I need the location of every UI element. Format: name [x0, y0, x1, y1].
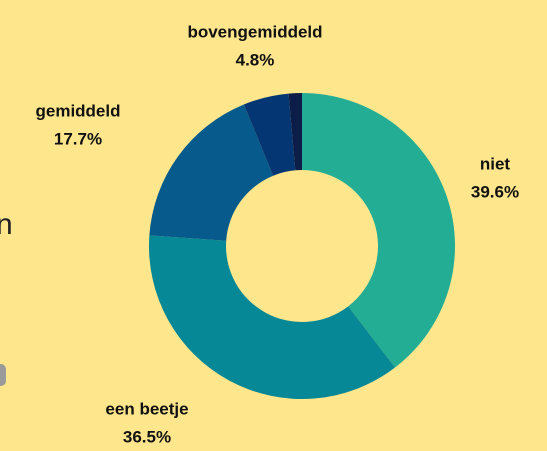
donut-slice	[243, 93, 296, 176]
slice-value-label: 36.5%	[123, 427, 171, 446]
donut-slice	[148, 235, 396, 399]
donut-slice	[149, 104, 274, 241]
donut-slice	[302, 93, 455, 368]
slice-value-label: 39.6%	[471, 182, 519, 201]
slice-label: gemiddeld	[35, 101, 120, 120]
slice-value-label: 4.8%	[236, 50, 275, 69]
cut-off-shape	[0, 364, 6, 386]
slice-label: bovengemiddeld	[187, 22, 322, 41]
donut-slice	[288, 93, 302, 171]
slice-value-label: 17.7%	[54, 129, 102, 148]
slice-label: een beetje	[105, 399, 188, 418]
cut-off-text: n	[0, 208, 13, 241]
slice-label: niet	[480, 154, 511, 173]
